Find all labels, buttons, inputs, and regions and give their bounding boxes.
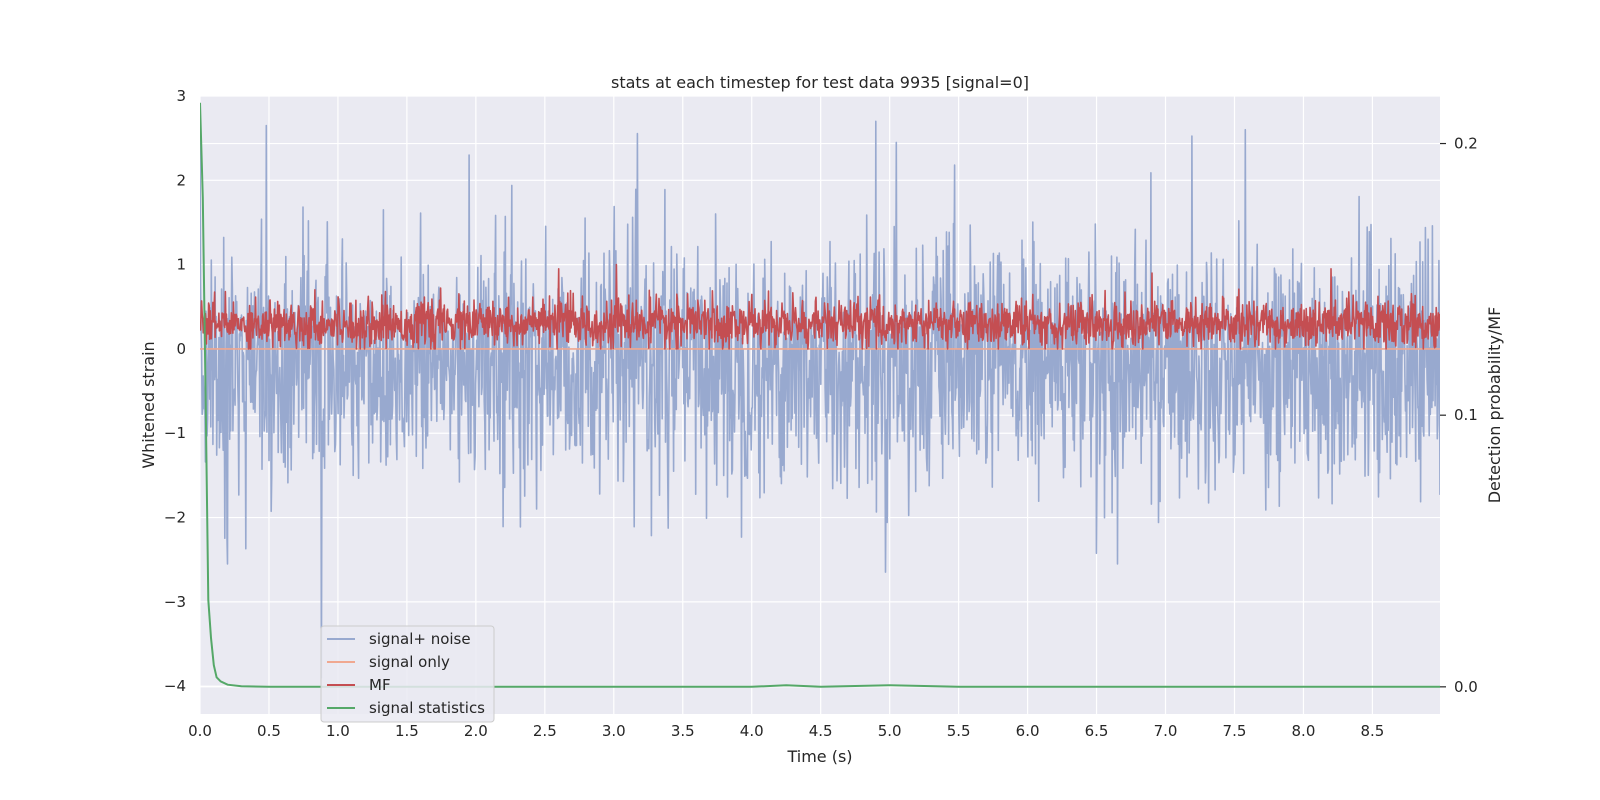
legend-box xyxy=(320,625,495,723)
x-tick-label: 3.0 xyxy=(602,722,626,740)
y-tick-label: 0 xyxy=(176,340,186,358)
x-tick-label: 2.5 xyxy=(533,722,557,740)
x-tick-label: 0.0 xyxy=(188,722,212,740)
legend-label-mf: MF xyxy=(369,676,391,694)
x-tick-label: 4.5 xyxy=(809,722,833,740)
x-tick-label: 3.5 xyxy=(671,722,695,740)
x-tick-label: 8.5 xyxy=(1360,722,1384,740)
x-tick-label: 4.0 xyxy=(740,722,764,740)
x-tick-label: 6.5 xyxy=(1085,722,1109,740)
series-signal-noise xyxy=(200,120,1440,679)
legend-label-noise: signal+ noise xyxy=(369,630,471,648)
x-tick-label: 1.0 xyxy=(326,722,350,740)
legend: signal+ noise signal only MF signal stat… xyxy=(320,625,495,723)
tick-layer: 0.0 0.5 1.0 1.5 2.0 2.5 3.0 3.5 4.0 4.5 5.0 5.5 6.0 6… xyxy=(164,87,1478,740)
y-tick-label: −2 xyxy=(164,509,186,527)
x-tick-label: 0.5 xyxy=(257,722,281,740)
y-tick-label: 3 xyxy=(176,87,186,105)
y-axis-label: Whitened strain xyxy=(139,341,158,468)
y-tick-label: 1 xyxy=(176,256,186,274)
x-tick-label: 7.5 xyxy=(1223,722,1247,740)
x-tick-label: 5.0 xyxy=(878,722,902,740)
series-mf xyxy=(200,263,1440,350)
x-tick-label: 6.0 xyxy=(1016,722,1040,740)
y2-axis-label: Detection probability/MF xyxy=(1485,307,1504,504)
legend-label-signal-only: signal only xyxy=(369,653,450,671)
x-tick-label: 1.5 xyxy=(395,722,419,740)
y-tick-label: −4 xyxy=(164,677,186,695)
x-axis-label: Time (s) xyxy=(786,747,852,766)
x-tick-label: 8.0 xyxy=(1292,722,1316,740)
legend-label-stats: signal statistics xyxy=(369,699,485,717)
y2-tick-label: 0.2 xyxy=(1454,135,1478,153)
y2-tick-label: 0.1 xyxy=(1454,406,1478,424)
y-tick-label: −3 xyxy=(164,593,186,611)
y2-tick-label: 0.0 xyxy=(1454,678,1478,696)
x-tick-label: 2.0 xyxy=(464,722,488,740)
x-tick-label: 7.0 xyxy=(1154,722,1178,740)
x-tick-label: 5.5 xyxy=(947,722,971,740)
chart-title: stats at each timestep for test data 993… xyxy=(611,73,1029,92)
y-tick-label: −1 xyxy=(164,424,186,442)
y-tick-label: 2 xyxy=(176,171,186,189)
